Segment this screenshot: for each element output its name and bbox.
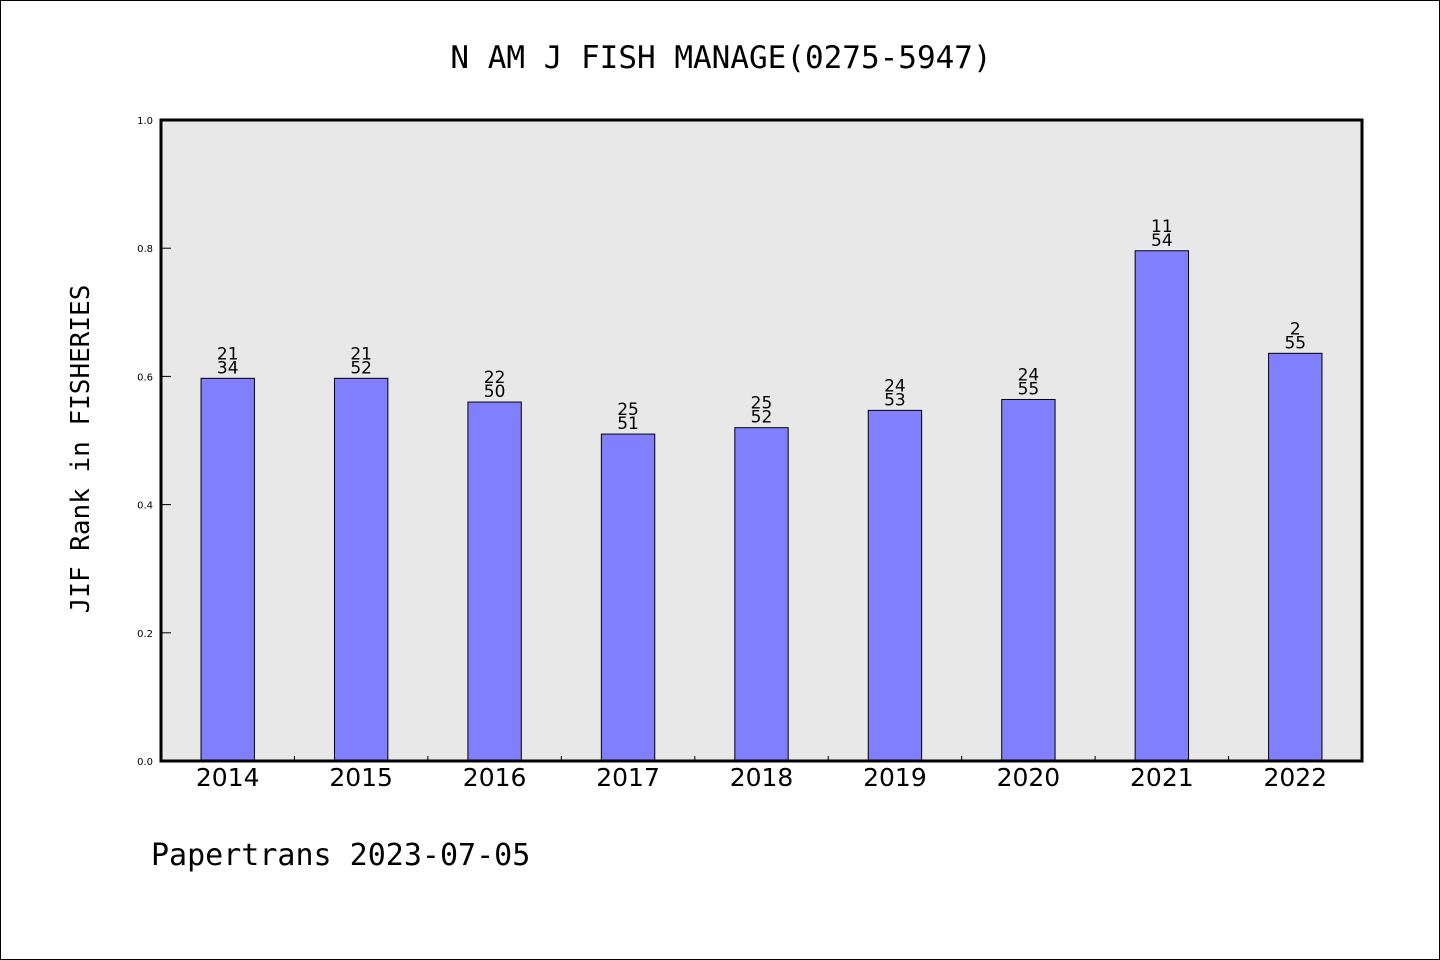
- bar-total-label: 55: [1018, 379, 1040, 399]
- bar: [333, 377, 389, 762]
- bar-total-label: 50: [484, 382, 506, 402]
- bar: [1134, 250, 1190, 762]
- y-axis-label: JIF Rank in FISHERIES: [66, 285, 96, 614]
- bar: [1268, 352, 1323, 762]
- y-tick-label: 0.8: [137, 244, 153, 255]
- bar-rank-label: 24: [1018, 365, 1040, 385]
- bar-total-label: 52: [350, 358, 372, 378]
- bar-rank-label: 25: [751, 394, 773, 414]
- bar-total-label: 52: [751, 408, 773, 428]
- bar-rank-label: 22: [484, 368, 506, 388]
- y-tick-label: 1.0: [137, 116, 153, 127]
- bar-total-label: 55: [1284, 333, 1306, 353]
- bar-rank-label: 24: [884, 376, 906, 396]
- bar-total-label: 34: [217, 358, 239, 378]
- bar-rank-label: 25: [617, 400, 639, 420]
- x-tick-label: 2019: [863, 763, 927, 792]
- bar: [867, 409, 923, 762]
- x-axis-ticks: 2014 2015 2016 2017 2018 2019 2020 2021 2022: [196, 756, 1327, 792]
- chart-title: N AM J FISH MANAGE(0275-5947): [450, 40, 991, 76]
- bar: [200, 377, 255, 762]
- x-tick-label: 2021: [1130, 763, 1194, 792]
- bar: [600, 433, 656, 762]
- x-tick-label: 2022: [1263, 763, 1327, 792]
- bar-rank-label: 21: [350, 344, 372, 364]
- bar-rank-label: 2: [1290, 319, 1301, 339]
- y-tick-label: 0.2: [137, 629, 153, 640]
- y-tick-label: 0.0: [137, 757, 153, 768]
- bar-rank-label: 11: [1151, 217, 1173, 237]
- bar-total-label: 54: [1151, 231, 1173, 251]
- x-tick-label: 2018: [730, 763, 794, 792]
- x-tick-label: 2014: [196, 763, 260, 792]
- bar: [734, 427, 789, 762]
- plot-frame: [159, 118, 1364, 763]
- x-tick-label: 2020: [997, 763, 1061, 792]
- footer-credit: Papertrans 2023-07-05: [151, 838, 530, 873]
- bar: [467, 401, 522, 762]
- x-tick-label: 2017: [596, 763, 660, 792]
- bar-rank-label: 21: [217, 344, 239, 364]
- x-tick-label: 2016: [463, 763, 527, 792]
- y-tick-label: 0.4: [137, 501, 153, 512]
- bar-total-label: 53: [884, 390, 906, 410]
- bar-total-label: 51: [617, 414, 639, 434]
- bar: [1001, 398, 1056, 762]
- x-tick-label: 2015: [329, 763, 393, 792]
- y-tick-label: 0.6: [137, 372, 153, 383]
